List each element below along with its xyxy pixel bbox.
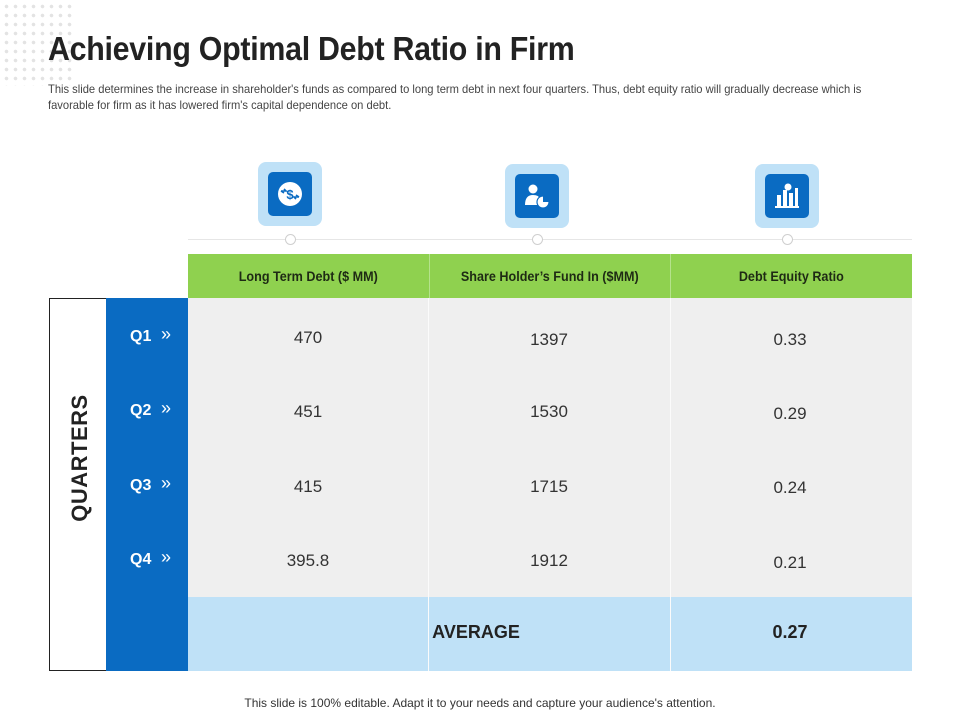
quarter-label-q3: Q3 [130, 477, 152, 494]
connector-node [285, 234, 296, 245]
connector-node [782, 234, 793, 245]
quarter-label-q1: Q1 [130, 328, 152, 345]
connector-node [532, 234, 543, 245]
quarters-label: QUARTERS [67, 394, 92, 522]
header-shareholder-fund: Share Holder’s Fund In ($MM) [430, 254, 672, 298]
header-long-term-debt: Long Term Debt ($ MM) [188, 254, 430, 298]
cell-ratio-q2: 0.29 [773, 404, 807, 423]
cell-fund-q2: 1530 [530, 402, 568, 421]
chevron-right-icon: » [161, 398, 172, 418]
cell-debt-q2: 451 [293, 402, 323, 421]
cell-fund-q3: 1715 [530, 477, 568, 496]
page-subtitle: This slide determines the increase in sh… [48, 82, 862, 112]
cell-debt-q3: 415 [293, 477, 323, 496]
icon-tile-debt: $ [258, 162, 322, 226]
connector-line [188, 239, 912, 240]
table-body [188, 298, 912, 597]
cell-ratio-q1: 0.33 [773, 330, 807, 349]
icon-tile-ratio [755, 164, 819, 228]
cell-fund-q1: 1397 [530, 330, 568, 349]
dollar-exchange-icon: $ [278, 182, 302, 206]
cell-ratio-q3: 0.24 [773, 478, 807, 497]
cell-debt-q4: 395.8 [286, 551, 330, 570]
decorative-dot-grid [2, 2, 74, 86]
quarter-label-q2: Q2 [130, 402, 152, 419]
page-title: Achieving Optimal Debt Ratio in Firm [48, 30, 575, 67]
footer-note: This slide is 100% editable. Adapt it to… [244, 696, 716, 710]
bar-chart-icon [775, 183, 799, 208]
chevron-right-icon: » [161, 324, 172, 344]
average-row [188, 597, 912, 671]
cell-debt-q1: 470 [293, 328, 323, 347]
column-divider [428, 298, 429, 671]
svg-text:$: $ [286, 187, 294, 202]
column-divider [670, 298, 671, 671]
chevron-right-icon: » [161, 547, 172, 567]
header-debt-equity-ratio: Debt Equity Ratio [739, 268, 845, 284]
average-label: AVERAGE [432, 622, 520, 642]
table-header-row: Long Term Debt ($ MM) Share Holder’s Fun… [188, 254, 912, 298]
icon-tile-fund [505, 164, 569, 228]
quarters-bracket [49, 298, 108, 671]
quarter-column [106, 298, 188, 671]
average-value: 0.27 [772, 622, 808, 642]
cell-fund-q4: 1912 [530, 551, 568, 570]
cell-ratio-q4: 0.21 [773, 553, 807, 572]
quarter-label-q4: Q4 [130, 551, 152, 568]
chevron-right-icon: » [161, 473, 172, 493]
user-pie-chart-icon [525, 184, 550, 209]
